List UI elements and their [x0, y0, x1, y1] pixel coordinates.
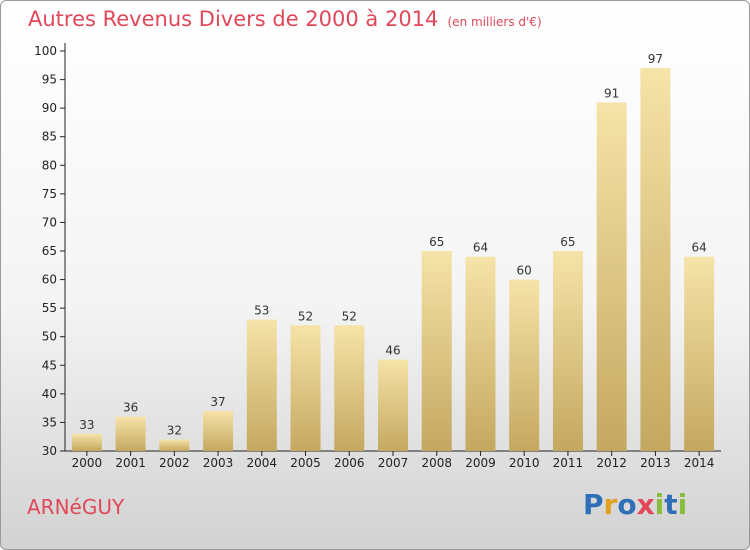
logo-letter: i: [677, 488, 688, 521]
bar-value-label: 64: [473, 241, 488, 255]
y-tick-label: 55: [42, 301, 57, 315]
bar: [290, 325, 321, 451]
logo-letter: i: [654, 488, 665, 521]
bar: [596, 102, 627, 451]
y-tick-label: 45: [42, 358, 57, 372]
bar-value-label: 33: [79, 418, 94, 432]
y-tick-label: 30: [42, 444, 57, 458]
x-tick-label: 2004: [247, 456, 278, 470]
x-tick-label: 2010: [509, 456, 540, 470]
x-tick-label: 2003: [203, 456, 234, 470]
x-tick-label: 2014: [684, 456, 715, 470]
x-tick-label: 2002: [159, 456, 190, 470]
logo-letter: t: [664, 488, 678, 521]
y-tick-label: 100: [34, 44, 57, 58]
y-tick-label: 35: [42, 415, 57, 429]
chart-title-row: Autres Revenus Divers de 2000 à 2014 (en…: [28, 7, 542, 31]
bar: [159, 439, 190, 451]
bar-value-label: 53: [254, 304, 269, 318]
bar-value-label: 52: [342, 309, 357, 323]
x-tick-label: 2008: [421, 456, 452, 470]
bar-value-label: 52: [298, 309, 313, 323]
bar-value-label: 32: [167, 424, 182, 438]
bar: [421, 251, 452, 451]
x-tick-label: 2011: [553, 456, 584, 470]
x-tick-label: 2005: [290, 456, 321, 470]
bar: [203, 411, 234, 451]
bar-value-label: 37: [210, 395, 225, 409]
y-tick-label: 75: [42, 187, 57, 201]
bar: [246, 319, 277, 451]
bar-value-label: 46: [385, 344, 400, 358]
y-tick-label: 80: [42, 158, 57, 172]
x-tick-label: 2001: [115, 456, 146, 470]
bar-value-label: 64: [691, 241, 706, 255]
bar: [509, 279, 540, 451]
bar-value-label: 97: [648, 52, 663, 66]
y-tick-label: 50: [42, 330, 57, 344]
y-tick-label: 40: [42, 387, 57, 401]
x-tick-label: 2000: [72, 456, 103, 470]
town-name: ARNéGUY: [27, 495, 125, 519]
bar-value-label: 60: [517, 264, 532, 278]
bar: [640, 68, 671, 452]
proxiti-logo: Proxiti: [583, 488, 687, 521]
logo-letter: r: [603, 488, 618, 521]
x-tick-label: 2013: [640, 456, 671, 470]
logo-letter: x: [636, 488, 655, 521]
bar-value-label: 65: [429, 235, 444, 249]
y-tick-label: 95: [42, 73, 57, 87]
bar-value-label: 91: [604, 86, 619, 100]
x-tick-label: 2009: [465, 456, 496, 470]
bar: [552, 251, 583, 451]
x-tick-label: 2006: [334, 456, 365, 470]
bar: [334, 325, 365, 451]
chart-title: Autres Revenus Divers de 2000 à 2014: [28, 7, 439, 31]
bar: [465, 256, 496, 451]
y-tick-label: 65: [42, 244, 57, 258]
y-tick-label: 70: [42, 215, 57, 229]
logo-letter: P: [583, 488, 604, 521]
bar: [115, 416, 146, 451]
y-tick-label: 90: [42, 101, 57, 115]
bar: [378, 359, 408, 451]
bar-value-label: 36: [123, 401, 138, 415]
bar: [684, 256, 715, 451]
x-tick-label: 2007: [378, 456, 409, 470]
bar: [71, 433, 102, 451]
y-tick-label: 60: [42, 273, 57, 287]
bar-value-label: 65: [560, 235, 575, 249]
x-tick-label: 2012: [596, 456, 627, 470]
chart-subtitle: (en milliers d'€): [447, 15, 542, 29]
y-tick-label: 85: [42, 130, 57, 144]
logo-letter: o: [617, 488, 637, 521]
